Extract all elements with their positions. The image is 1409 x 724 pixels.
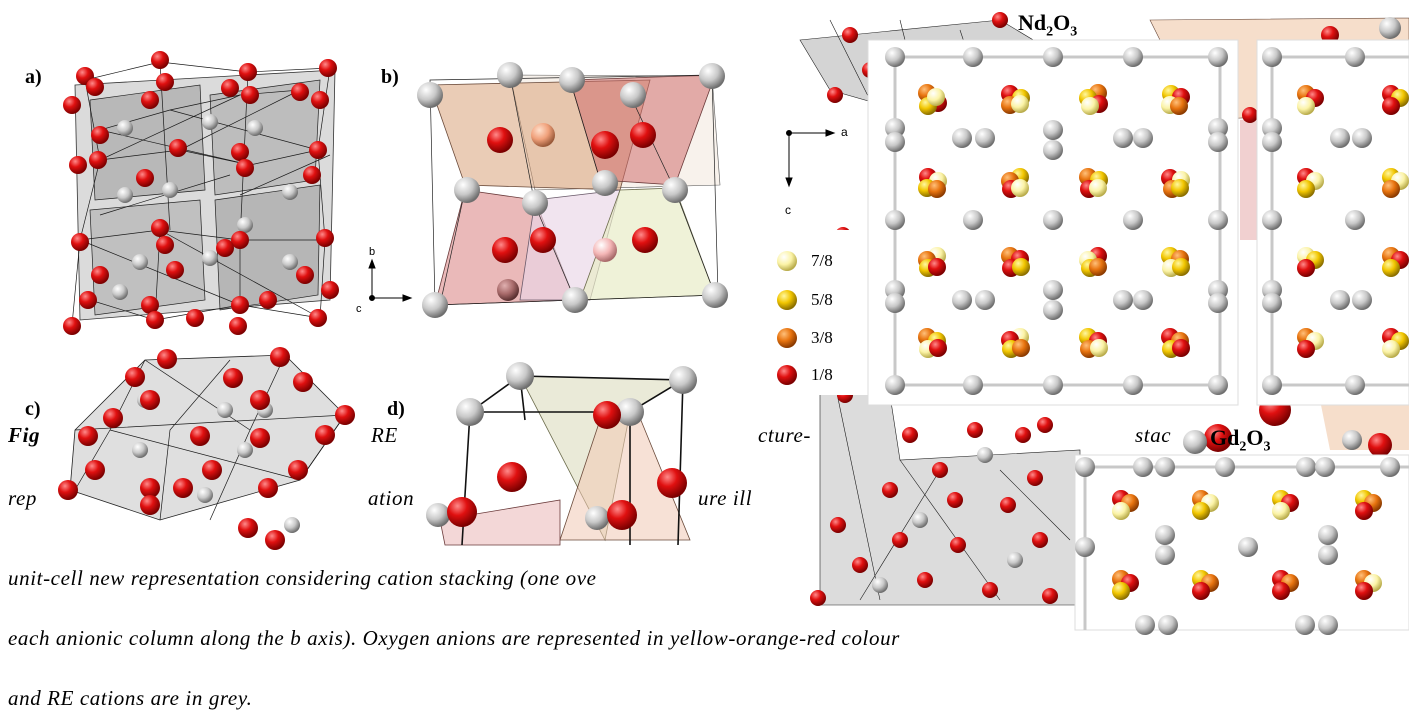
- caption-fig-label: Fig: [8, 423, 41, 447]
- panel-b-structure: [417, 62, 728, 318]
- panel-label-a: a): [25, 66, 42, 88]
- projection-card-main: [867, 39, 1239, 406]
- panel-label-b: b): [381, 66, 399, 88]
- panel-label-c: c): [25, 398, 41, 420]
- caption-line-3: unit-cell new representation considering…: [8, 566, 597, 590]
- projection-main-anion-clusters: [918, 84, 1190, 358]
- panel-d-structure: [426, 362, 697, 546]
- caption-line-4: each anionic column along the b axis). O…: [8, 626, 900, 650]
- legend-label-3-8: 3/8: [811, 328, 833, 347]
- caption-fragment: ure ill: [698, 486, 753, 510]
- formula-subscript: 2: [1046, 24, 1054, 40]
- legend-label-5-8: 5/8: [811, 290, 833, 309]
- formula-element: Nd: [1018, 10, 1047, 35]
- caption-fragment: rep: [8, 486, 38, 510]
- formula-element: Gd: [1210, 425, 1240, 450]
- legend-label-7-8: 7/8: [811, 251, 833, 270]
- projection-card-bottom: [1074, 454, 1409, 635]
- panel-a-anions: [63, 51, 339, 335]
- caption-fragment: ation: [368, 486, 415, 510]
- caption-line-2: rep ation ure ill: [8, 486, 752, 511]
- formula-element: O: [1053, 10, 1071, 35]
- panel-label-d: d): [387, 398, 405, 420]
- caption-fragment: cture-: [758, 423, 811, 447]
- axis-indicator-b: [368, 258, 413, 302]
- axis-label-c-right: c: [785, 203, 791, 217]
- formula-nd2o3: Nd2O3: [1018, 10, 1077, 40]
- formula-subscript: 3: [1070, 24, 1078, 40]
- formula-element: O: [1246, 425, 1264, 450]
- axis-label-b: b: [369, 246, 376, 258]
- caption-line-1: Fig RE cture- stac: [8, 423, 1171, 448]
- projection-main-cations: [885, 47, 1228, 395]
- axis-indicator-right: [776, 115, 866, 225]
- panel-c-structure: [58, 347, 355, 550]
- legend-swatches: [777, 251, 797, 385]
- formula-gd2o3: Gd2O3: [1210, 425, 1270, 455]
- axis-label-c: c: [356, 303, 362, 315]
- legend-label-1-8: 1/8: [811, 365, 833, 384]
- projection-card-right: [1256, 39, 1409, 406]
- formula-subscript: 2: [1239, 439, 1247, 455]
- panel-a-structure: [63, 51, 339, 335]
- caption-line-5: and RE cations are in grey.: [8, 686, 253, 710]
- panel-a-cations: [112, 114, 298, 300]
- caption-fragment: RE: [371, 423, 398, 447]
- axis-label-a-right: a: [841, 125, 848, 139]
- caption-fragment: stac: [1135, 423, 1172, 447]
- formula-subscript: 3: [1263, 439, 1271, 455]
